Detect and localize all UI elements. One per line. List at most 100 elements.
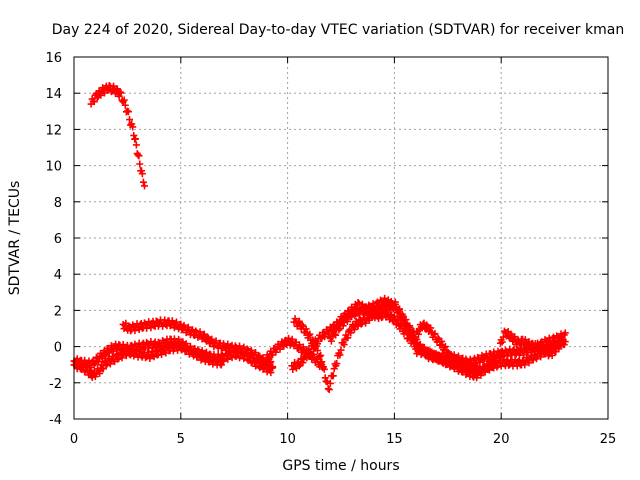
axis-ticks: 0 5 10 15 20 25 -4 -2 0 2 4 6 8 10 12 14 16 <box>45 51 616 447</box>
data-point <box>561 329 569 337</box>
series-arc-3 <box>119 316 277 371</box>
data-point <box>310 337 318 345</box>
data-point <box>492 358 500 366</box>
data-point <box>208 335 216 343</box>
data-point <box>321 374 329 382</box>
data-point <box>306 349 314 357</box>
data-point <box>312 342 320 350</box>
data-point <box>269 363 277 371</box>
y-tick-label: 2 <box>54 304 62 319</box>
data-point <box>83 363 91 371</box>
data-point <box>336 351 344 359</box>
data-point <box>503 328 511 336</box>
data-point <box>357 320 365 328</box>
data-point <box>323 378 331 386</box>
data-point <box>161 316 169 324</box>
data-point <box>324 385 332 393</box>
data-point <box>488 363 496 371</box>
data-point <box>192 348 200 356</box>
data-point <box>139 178 147 186</box>
data-point <box>204 353 211 361</box>
data-point <box>177 320 185 328</box>
data-point <box>314 346 322 354</box>
data-point <box>124 345 132 353</box>
data-point <box>91 359 99 367</box>
y-tick-label: -2 <box>49 377 62 392</box>
data-point <box>86 368 94 376</box>
y-tick-label: 8 <box>54 196 62 211</box>
data-point <box>217 361 225 369</box>
data-point <box>395 306 403 314</box>
data-point <box>140 182 148 190</box>
data-point <box>256 352 264 360</box>
data-point <box>556 342 564 350</box>
data-point <box>557 330 565 338</box>
data-point <box>344 334 352 342</box>
data-point <box>299 343 307 351</box>
data-point <box>305 331 313 339</box>
data-point <box>343 318 351 326</box>
data-point <box>136 160 144 168</box>
data-point <box>375 310 383 318</box>
data-point <box>132 141 140 149</box>
data-point <box>90 360 98 368</box>
data-point <box>102 361 110 369</box>
data-point <box>215 355 223 363</box>
data-point <box>129 123 137 131</box>
data-point <box>93 94 101 102</box>
data-point <box>302 325 310 333</box>
data-point <box>160 343 168 351</box>
data-point <box>309 336 317 344</box>
data-point <box>303 354 311 362</box>
data-point <box>245 351 253 359</box>
data-point <box>440 344 448 352</box>
y-tick-label: 14 <box>45 87 62 102</box>
data-point <box>331 330 339 338</box>
data-point <box>422 346 430 354</box>
data-point <box>276 345 284 353</box>
data-point <box>267 369 275 377</box>
data-point <box>298 321 306 329</box>
data-point <box>513 362 521 370</box>
data-point <box>337 346 345 354</box>
series-arc-2 <box>70 340 228 381</box>
data-point <box>359 309 367 317</box>
data-point <box>326 379 334 387</box>
data-point <box>218 356 226 364</box>
y-axis-label: SDTVAR / TECUs <box>7 181 23 296</box>
data-point <box>367 307 375 315</box>
x-tick-label: 20 <box>493 432 510 447</box>
data-point <box>228 354 236 362</box>
data-point <box>426 347 434 355</box>
x-axis-label: GPS time / hours <box>282 458 399 474</box>
data-point <box>196 328 204 336</box>
data-point <box>192 327 200 335</box>
data-point <box>329 372 337 380</box>
y-tick-label: 4 <box>54 268 62 283</box>
data-point <box>536 341 544 349</box>
data-point <box>317 359 325 367</box>
data-point <box>491 357 499 365</box>
data-point <box>126 116 134 124</box>
data-point <box>220 357 228 365</box>
data-point <box>512 350 520 358</box>
x-tick-label: 5 <box>177 432 185 447</box>
data-point <box>124 108 132 116</box>
data-point <box>332 331 340 339</box>
data-point <box>210 343 218 351</box>
data-point <box>184 323 192 331</box>
data-point <box>354 299 362 307</box>
data-point <box>444 348 452 356</box>
data-point <box>399 315 407 323</box>
data-point <box>496 349 504 357</box>
data-point <box>116 88 124 96</box>
data-point <box>247 346 255 354</box>
x-tick-label: 10 <box>279 432 296 447</box>
data-point <box>306 330 314 338</box>
y-tick-label: 12 <box>45 123 62 138</box>
data-point <box>320 365 328 373</box>
data-point <box>138 170 146 178</box>
data-point <box>117 89 125 97</box>
data-point <box>498 338 506 346</box>
y-tick-label: 6 <box>54 232 62 247</box>
